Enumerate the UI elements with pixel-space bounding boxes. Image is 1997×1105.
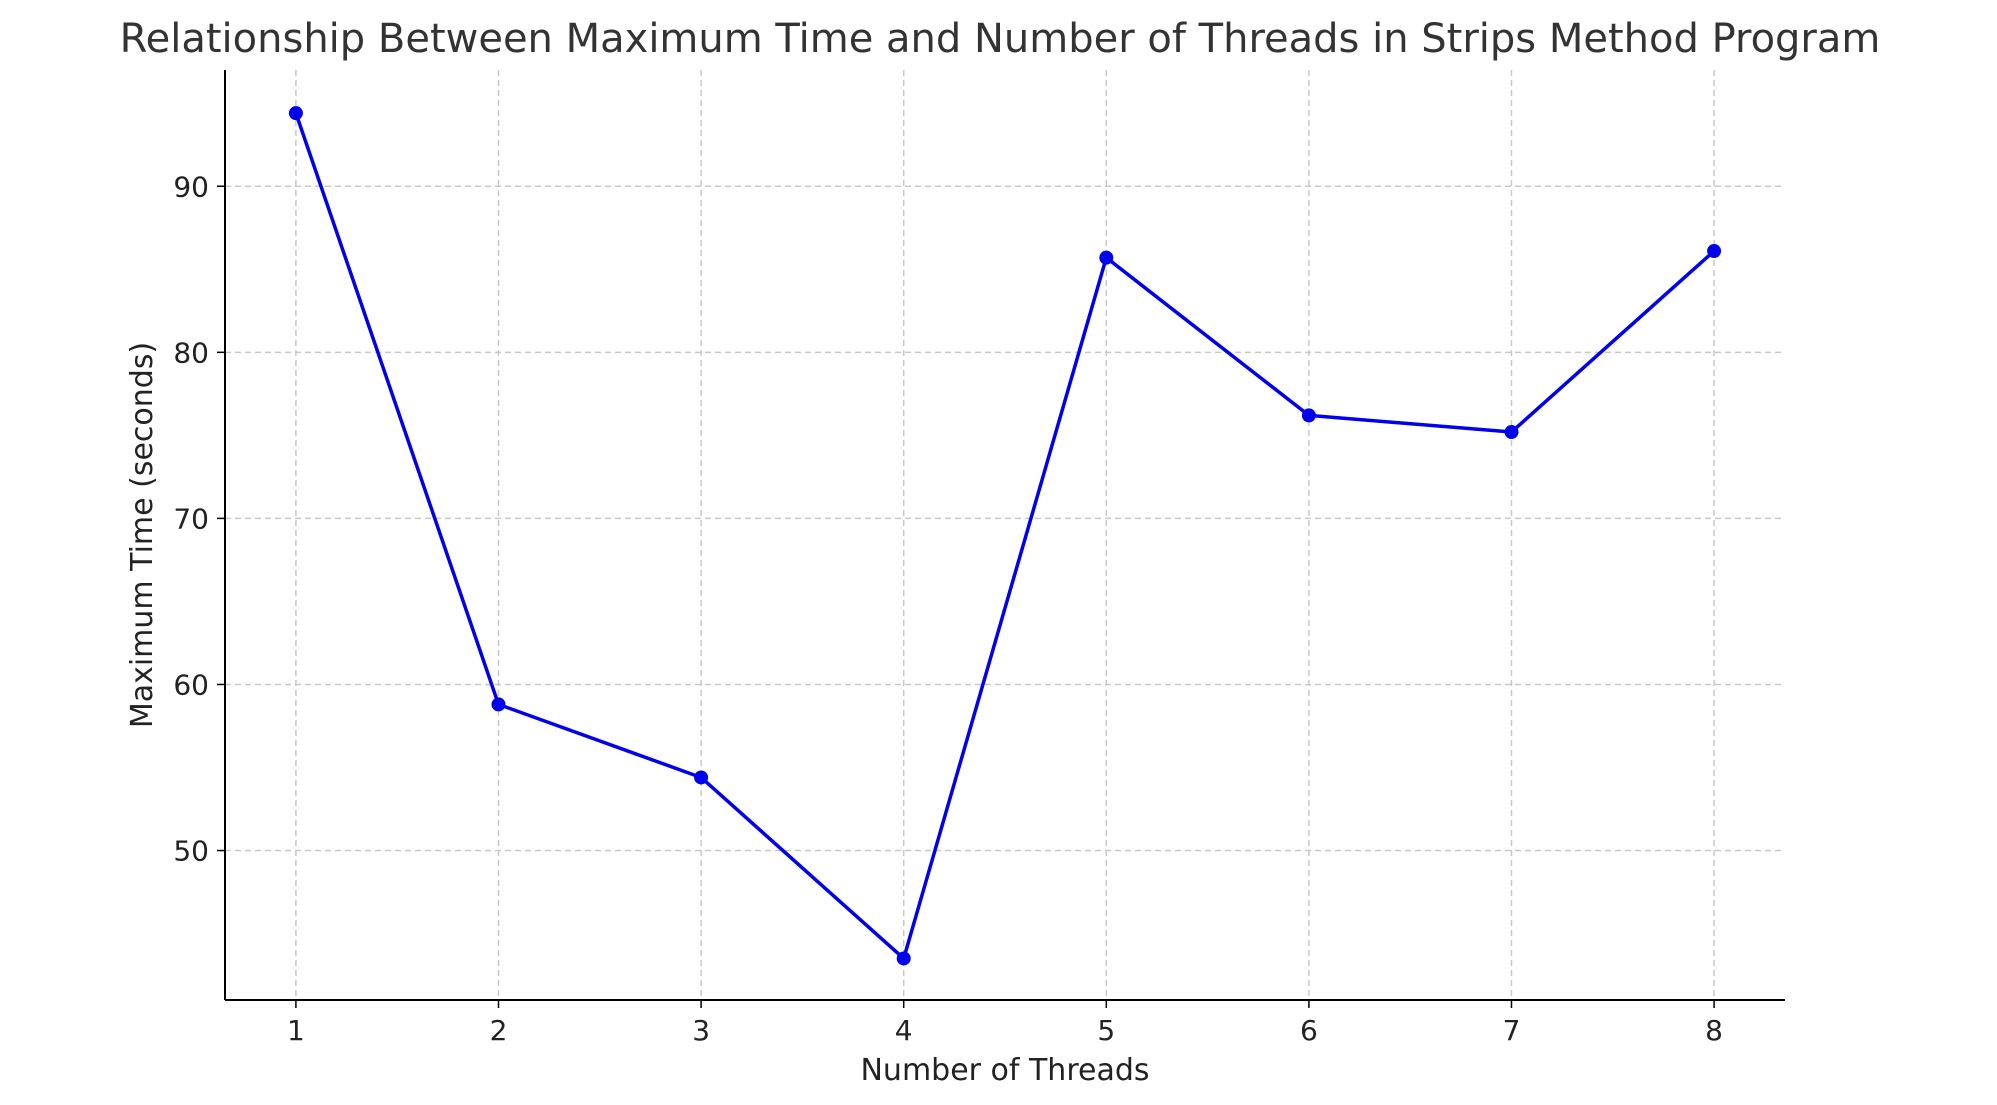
data-point [1504,425,1519,440]
x-tick-label: 3 [692,1014,710,1047]
x-tick-label: 1 [287,1014,305,1047]
data-point [288,106,303,121]
y-tick-label: 60 [173,668,209,701]
data-point [491,697,506,712]
y-axis-label: Maximum Time (seconds) [125,342,160,728]
data-point [694,770,709,785]
x-tick-label: 7 [1503,1014,1521,1047]
x-ticks: 1 2 3 4 5 6 7 8 [287,1000,1723,1047]
x-tick-label: 5 [1097,1014,1115,1047]
x-tick-label: 6 [1300,1014,1318,1047]
x-tick-label: 8 [1705,1014,1723,1047]
y-tick-label: 90 [173,170,209,203]
y-ticks: 50 60 70 80 90 [173,170,225,868]
data-point [1707,244,1722,259]
axes [224,70,1785,1001]
series [288,106,1722,966]
chart-title: Relationship Between Maximum Time and Nu… [120,16,1881,62]
x-axis-label: Number of Threads [860,1053,1149,1088]
y-tick-label: 50 [173,835,209,868]
series-line [294,112,1716,961]
y-tick-label: 80 [173,336,209,369]
y-tick-label: 70 [173,502,209,535]
grid [225,70,1785,1000]
data-point [1301,408,1316,423]
data-point [896,951,911,966]
x-tick-label: 2 [490,1014,508,1047]
x-tick-label: 4 [895,1014,913,1047]
data-point [1099,250,1114,265]
